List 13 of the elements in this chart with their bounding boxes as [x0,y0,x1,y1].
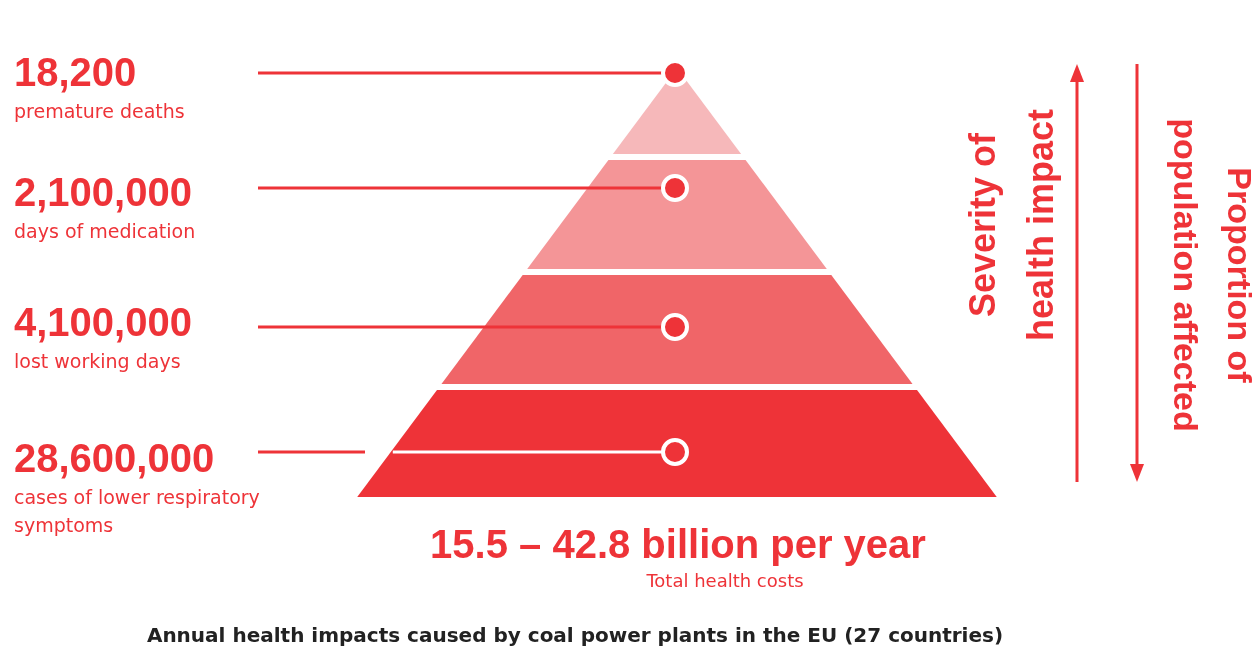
text: Proportion of population affected [1167,118,1259,432]
category-label: lost working days [14,350,181,372]
data-label: 4,100,000 [14,300,192,344]
category-label: days of medication [14,220,196,242]
data-label: 2,100,000 [14,170,192,214]
category-label: premature deaths [14,100,185,122]
data-label: 18,200 [14,50,137,94]
text: 15.5 – 42.8 billion per year [430,522,926,566]
text: Total health costs [645,570,804,591]
text: Severity of health impact [962,108,1061,342]
data-label: 28,600,000 [14,436,215,480]
text: Annual health impacts caused by coal power plants in the EU (27 countries) [146,623,1004,647]
category-label: cases of lower respiratory symptoms [14,486,260,536]
